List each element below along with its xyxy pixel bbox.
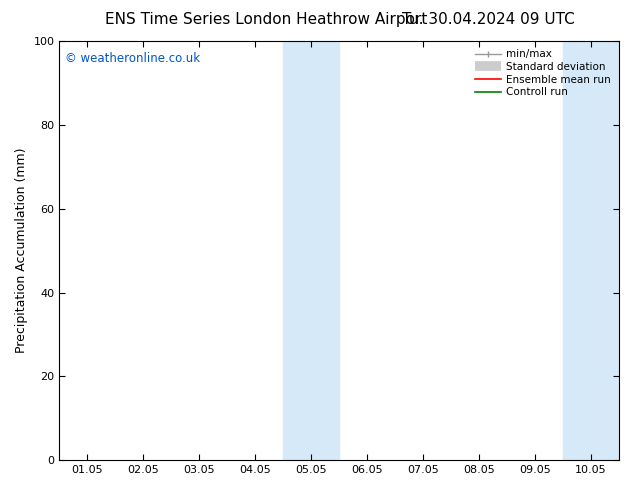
Text: © weatheronline.co.uk: © weatheronline.co.uk [65, 51, 200, 65]
Text: Tu. 30.04.2024 09 UTC: Tu. 30.04.2024 09 UTC [402, 12, 574, 27]
Bar [563, 41, 619, 460]
Text: ENS Time Series London Heathrow Airport: ENS Time Series London Heathrow Airport [105, 12, 427, 27]
Y-axis label: Precipitation Accumulation (mm): Precipitation Accumulation (mm) [15, 148, 28, 353]
Bar [283, 41, 339, 460]
Legend: min/max, Standard deviation, Ensemble mean run, Controll run: min/max, Standard deviation, Ensemble me… [472, 46, 614, 100]
